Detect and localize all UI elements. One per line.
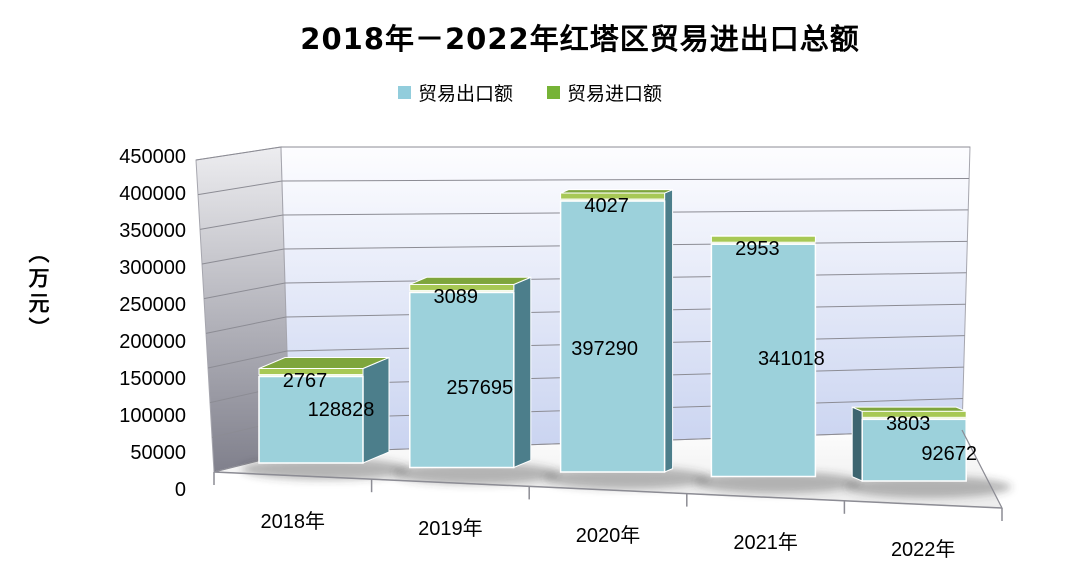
gridline-back-wall	[281, 177, 970, 182]
export-value-label: 257695	[446, 376, 514, 399]
y-tick-label: 50000	[130, 442, 186, 464]
import-value-label: 4027	[584, 195, 629, 218]
gridline-left-wall	[207, 350, 288, 369]
y-tick-label: 450000	[119, 146, 186, 168]
bar-seam	[560, 199, 665, 202]
bar-export-front-face	[409, 291, 515, 469]
legend-item-import: 贸易进口额	[547, 79, 662, 106]
gridline-left-wall	[195, 146, 282, 161]
gridline-left-wall	[199, 214, 284, 230]
y-tick-label: 250000	[119, 294, 186, 316]
y-tick-label: 150000	[119, 368, 186, 390]
bar-seam	[409, 290, 514, 293]
x-category-label: 2020年	[575, 525, 641, 547]
y-tick-label: 350000	[119, 220, 186, 242]
export-value-label: 92672	[921, 443, 977, 466]
legend-label-import: 贸易进口额	[567, 84, 663, 105]
bar-side-face	[851, 406, 863, 482]
x-category-label: 2022年	[890, 539, 956, 562]
legend-swatch-export-icon	[397, 86, 411, 99]
bar-import-top-face	[409, 276, 531, 285]
bar-import-top-face	[852, 406, 967, 412]
bars	[258, 188, 967, 482]
y-axis-title: （万元）	[26, 242, 49, 342]
export-value-label: 397290	[571, 338, 638, 361]
y-tick-label: 200000	[119, 331, 186, 353]
y-tick-label: 0	[174, 479, 186, 501]
bar-export-front-face	[710, 243, 817, 478]
x-axis	[213, 429, 1003, 521]
x-axis-line	[213, 471, 1003, 509]
legend-item-export: 贸易出口额	[397, 79, 513, 106]
legend-swatch-import-icon	[547, 86, 560, 99]
import-value-label: 3089	[433, 286, 479, 309]
y-tick-label: 100000	[119, 405, 186, 427]
bar-side-face	[513, 276, 532, 469]
bar-seam	[259, 374, 363, 377]
gridline-left-wall	[197, 180, 283, 196]
bar-export-front-face	[559, 200, 666, 473]
y-tick-label: 400000	[119, 183, 186, 205]
import-value-label: 2953	[735, 238, 780, 261]
chart-title: 2018年－2022年红塔区贸易进出口总额	[300, 22, 860, 56]
x-category-label: 2021年	[733, 532, 798, 555]
bar-seam	[711, 242, 816, 245]
gridline-left-wall	[203, 282, 286, 300]
bar-seam	[862, 417, 967, 420]
x-category-label: 2019年	[418, 517, 483, 540]
export-value-label: 128828	[307, 398, 375, 421]
gridline-left-wall	[205, 316, 287, 334]
bar-export-front-face	[258, 375, 364, 464]
import-value-label: 2767	[282, 370, 328, 393]
floor-right-edge	[961, 429, 1003, 509]
bar-side-face	[664, 188, 674, 473]
bar-export-front-face	[861, 418, 967, 482]
import-value-label: 3803	[885, 413, 931, 436]
x-category-label: 2018年	[260, 510, 326, 533]
bar-import-top-face	[560, 189, 673, 194]
gridline-left-wall	[201, 248, 285, 265]
legend: 贸易出口额 贸易进口额	[150, 79, 910, 106]
legend-label-export: 贸易出口额	[417, 84, 513, 105]
export-value-label: 341018	[758, 348, 825, 371]
y-tick-label: 300000	[119, 257, 186, 279]
